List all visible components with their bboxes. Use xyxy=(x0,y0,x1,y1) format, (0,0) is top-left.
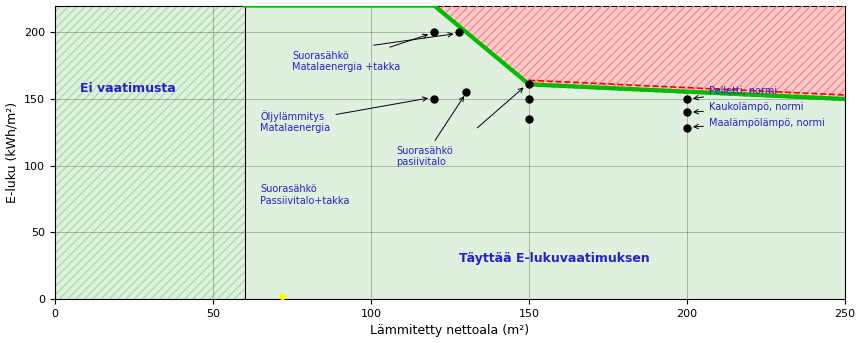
Bar xyxy=(245,5,845,299)
Text: Täyttää E-lukuvaatimuksen: Täyttää E-lukuvaatimuksen xyxy=(460,252,650,265)
Text: Pelletti, normi: Pelletti, normi xyxy=(694,86,777,100)
Text: Suorasähkö
Matalaenergia +takka: Suorasähkö Matalaenergia +takka xyxy=(292,34,427,72)
Y-axis label: E-luku (kWh/m²): E-luku (kWh/m²) xyxy=(5,102,19,203)
Text: Maalämpölämpö, normi: Maalämpölämpö, normi xyxy=(694,118,825,129)
Polygon shape xyxy=(434,5,529,84)
Bar xyxy=(55,5,245,299)
Text: Suorasähkö
pasiivitalo: Suorasähkö pasiivitalo xyxy=(396,97,463,167)
Polygon shape xyxy=(529,5,845,99)
X-axis label: Lämmitetty nettoala (m²): Lämmitetty nettoala (m²) xyxy=(370,324,530,338)
Text: Ei vaatimusta: Ei vaatimusta xyxy=(80,82,176,95)
Bar xyxy=(55,5,245,299)
Text: Öljylämmitys
Matalaenergia: Öljylämmitys Matalaenergia xyxy=(260,97,427,133)
Text: Suorasähkö
Passiivitalo+takka: Suorasähkö Passiivitalo+takka xyxy=(260,184,350,206)
Text: Kaukolämpö, normi: Kaukolämpö, normi xyxy=(694,102,803,114)
